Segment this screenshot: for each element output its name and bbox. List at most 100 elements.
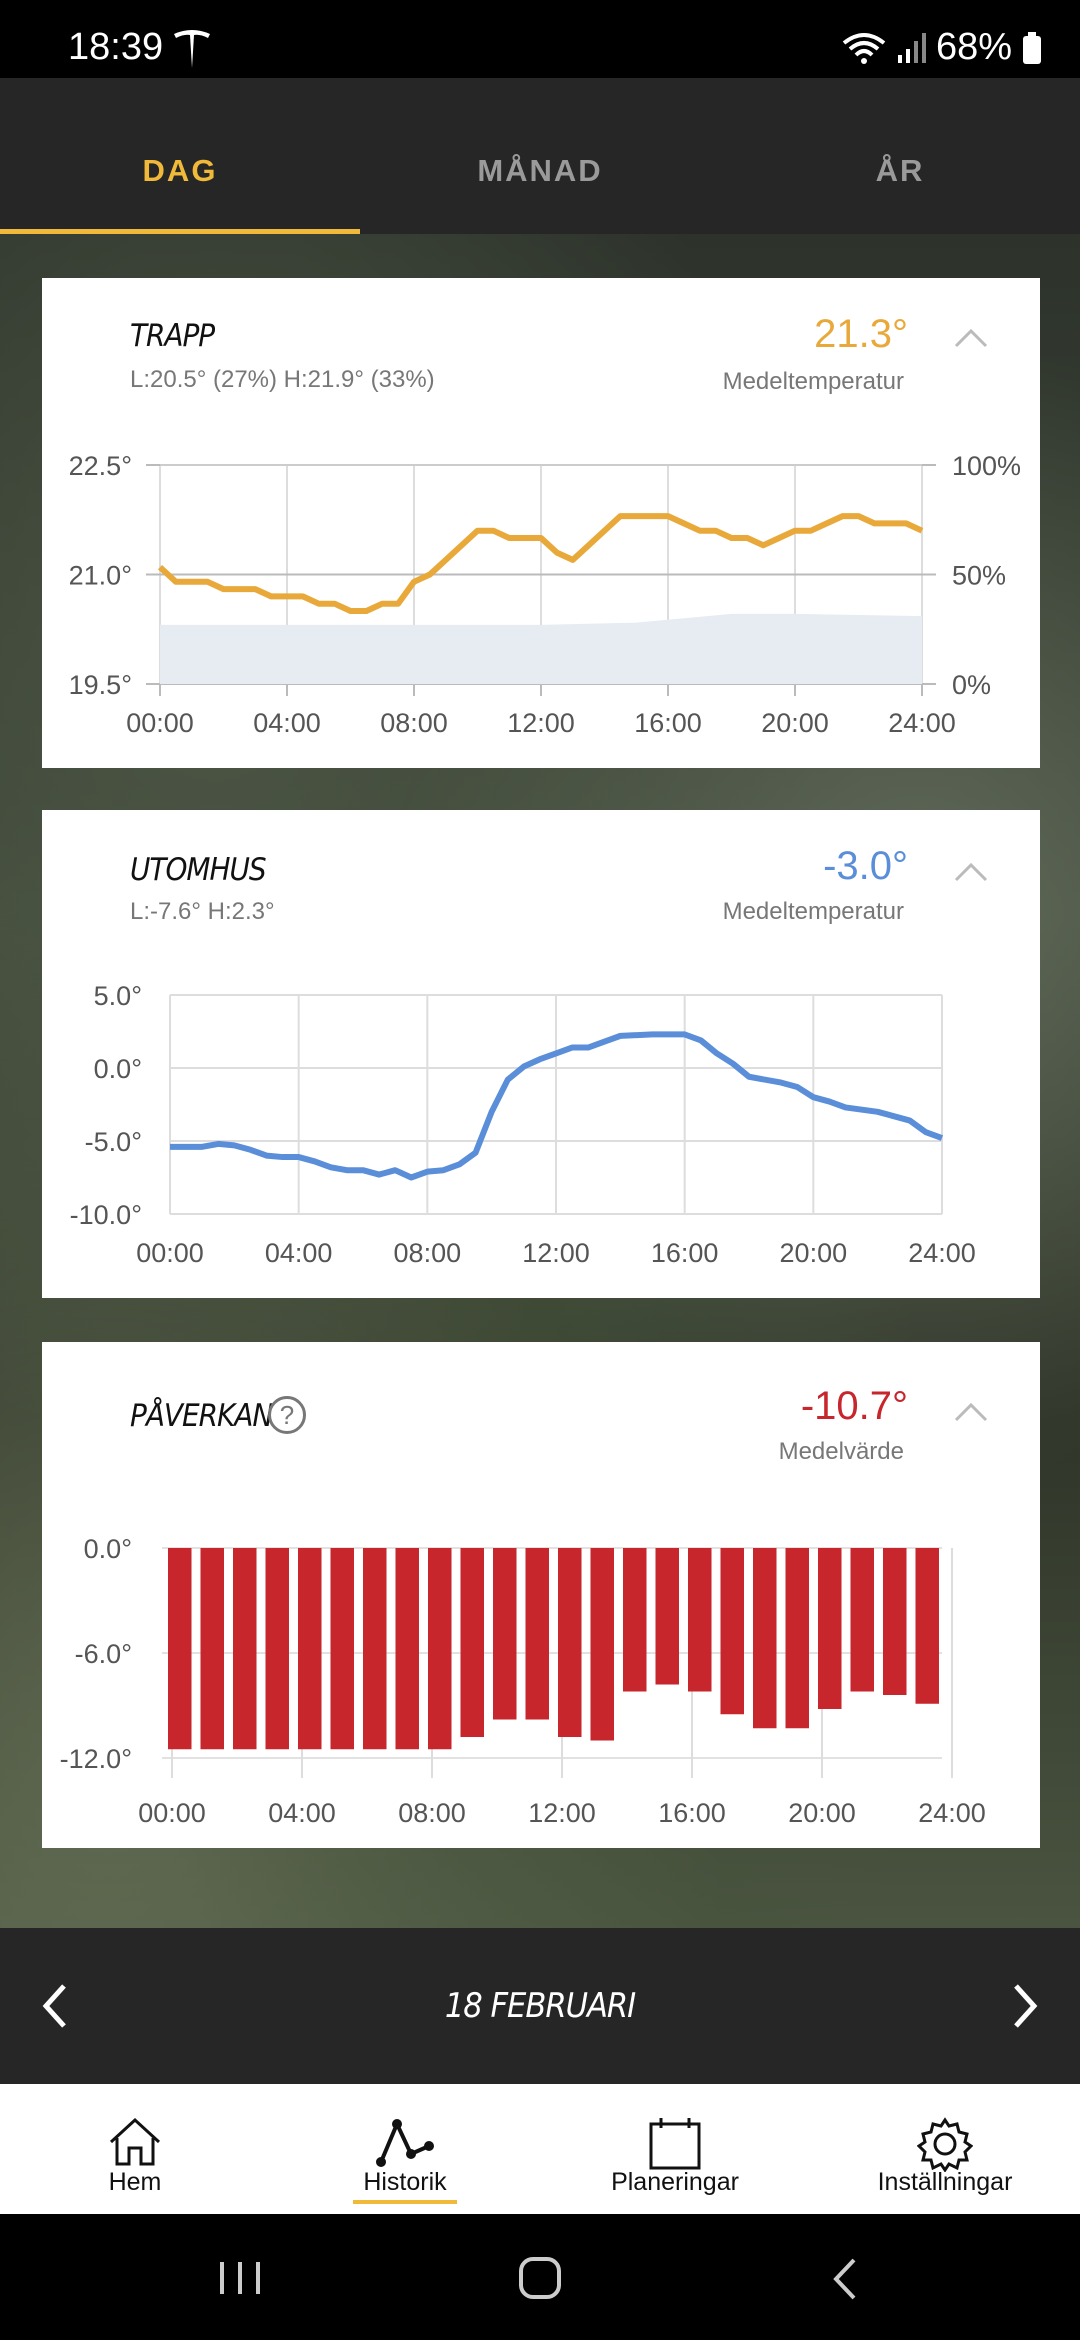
recent-apps-icon[interactable] [218, 2258, 262, 2298]
bar [395, 1548, 419, 1750]
bar [883, 1548, 907, 1695]
status-bar: 18:39 68% [0, 0, 1080, 78]
x-tick-label: 00:00 [138, 1798, 206, 1828]
nav-historik[interactable]: Historik [270, 2084, 540, 2214]
bar [265, 1548, 289, 1750]
x-tick-label: 08:00 [380, 708, 448, 738]
y-tick-label: 21.0° [69, 561, 132, 591]
bar [915, 1548, 939, 1704]
system-navigation-bar [0, 2214, 1080, 2340]
tab-dag[interactable]: DAG [0, 78, 360, 234]
x-tick-label: 16:00 [651, 1238, 719, 1268]
chart-utomhus: -10.0° -5.0° 0.0° 5.0° 00:00 04:00 08:00 12:00 1… [70, 981, 976, 1268]
bar [460, 1548, 484, 1737]
bar [200, 1548, 224, 1750]
card-subtitle: L:20.5° (27%) H:21.9° (33%) [130, 366, 435, 393]
x-tick-label: 04:00 [265, 1238, 333, 1268]
x-tick-label: 24:00 [888, 708, 956, 738]
y2-tick-label: 50% [952, 561, 1006, 591]
back-icon[interactable] [830, 2256, 860, 2302]
y-tick-label: -12.0° [60, 1744, 132, 1774]
collapse-chevron-icon[interactable] [954, 862, 988, 882]
previous-day-chevron-icon[interactable] [40, 1982, 70, 2030]
y-tick-label: -5.0° [85, 1127, 142, 1157]
bar [818, 1548, 842, 1709]
bar [623, 1548, 647, 1692]
x-tick-label: 00:00 [126, 708, 194, 738]
tab-manad[interactable]: MÅNAD [477, 153, 603, 188]
next-day-chevron-icon[interactable] [1010, 1982, 1040, 2030]
battery-percent: 68% [935, 26, 1012, 68]
chart-paverkan: -12.0° -6.0° 0.0° 00:00 04:00 08:00 12:00 16:00… [60, 1534, 986, 1828]
x-tick-label: 08:00 [394, 1238, 462, 1268]
temperature-line [170, 1031, 944, 1181]
status-time: 18:39 [68, 26, 164, 68]
collapse-chevron-icon[interactable] [954, 1402, 988, 1422]
tesla-logo-icon [172, 28, 212, 75]
humidity-area [160, 613, 922, 684]
x-tick-label: 04:00 [253, 708, 321, 738]
bar [850, 1548, 874, 1692]
nav-hem[interactable]: Hem [0, 2084, 270, 2214]
y-tick-label: 0.0° [94, 1054, 142, 1084]
bar [525, 1548, 549, 1720]
temperature-line [157, 513, 924, 614]
y-tick-label: 22.5° [69, 451, 132, 481]
bar [363, 1548, 387, 1750]
y2-tick-label: 100% [952, 451, 1021, 481]
x-tick-label: 04:00 [268, 1798, 336, 1828]
x-tick-label: 24:00 [908, 1238, 976, 1268]
selected-date: 18 FEBRUARI [444, 1986, 636, 2026]
y-tick-label: 5.0° [94, 981, 142, 1011]
x-tick-label: 12:00 [528, 1798, 596, 1828]
y-tick-label: 19.5° [69, 670, 132, 700]
signal-icon [897, 32, 926, 63]
bar [298, 1548, 322, 1750]
card-subtitle: L:-7.6° H:2.3° [130, 898, 275, 925]
bar [233, 1548, 257, 1750]
card-title: UTOMHUS [130, 852, 267, 888]
nav-installningar[interactable]: Inställningar [810, 2084, 1080, 2214]
nav-planeringar[interactable]: Planeringar [540, 2084, 810, 2214]
bar [655, 1548, 679, 1685]
card-utomhus: UTOMHUS L:-7.6° H:2.3° -3.0° Medeltemper… [42, 810, 1040, 1298]
nav-label: Inställningar [877, 2168, 1013, 2196]
tab-ar[interactable]: ÅR [875, 153, 925, 188]
bottom-navigation: Hem Historik Planeringar Inställningar [0, 2084, 1080, 2214]
gear-icon [917, 2117, 973, 2172]
period-tabs: DAG MÅNAD ÅR [0, 78, 1080, 234]
x-tick-label: 24:00 [918, 1798, 986, 1828]
average-value: -3.0° [823, 844, 908, 888]
bar [330, 1548, 354, 1750]
home-button-icon[interactable] [518, 2256, 562, 2300]
average-label: Medelvärde [778, 1438, 904, 1465]
x-tick-label: 20:00 [761, 708, 829, 738]
bar [720, 1548, 744, 1715]
card-trapp: TRAPP L:20.5° (27%) H:21.9° (33%) 21.3° … [42, 278, 1040, 768]
x-tick-label: 20:00 [780, 1238, 848, 1268]
chart-trapp: 19.5° 21.0° 22.5° 0% 50% 100% 00:00 04:00 08:00 1… [69, 451, 1021, 738]
card-title: TRAPP [130, 318, 215, 354]
bar [168, 1548, 192, 1750]
x-tick-label: 12:00 [522, 1238, 590, 1268]
x-tick-label: 08:00 [398, 1798, 466, 1828]
bar [428, 1548, 452, 1750]
bar [590, 1548, 614, 1741]
collapse-chevron-icon[interactable] [954, 328, 988, 348]
history-graph-icon [376, 2119, 434, 2167]
bar [785, 1548, 809, 1729]
x-tick-label: 16:00 [634, 708, 702, 738]
x-tick-label: 16:00 [658, 1798, 726, 1828]
nav-label: Historik [363, 2168, 447, 2196]
calendar-icon [649, 2118, 701, 2170]
x-tick-label: 12:00 [507, 708, 575, 738]
date-navigator: 18 FEBRUARI [0, 1928, 1080, 2084]
average-value: 21.3° [814, 312, 908, 356]
y-tick-label: 0.0° [84, 1534, 132, 1564]
x-tick-label: 00:00 [136, 1238, 204, 1268]
wifi-icon [842, 32, 886, 64]
average-value: -10.7° [800, 1384, 908, 1428]
battery-icon [1023, 31, 1041, 64]
help-icon[interactable]: ? [268, 1396, 306, 1434]
nav-label: Planeringar [611, 2168, 739, 2196]
